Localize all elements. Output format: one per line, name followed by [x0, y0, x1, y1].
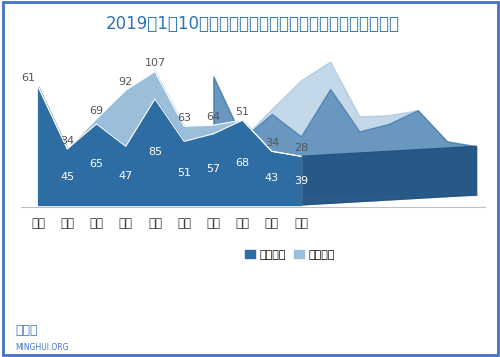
Text: 95: 95: [16, 141, 31, 151]
Text: 34: 34: [60, 136, 74, 146]
Text: 65: 65: [90, 160, 104, 170]
Text: 57: 57: [206, 164, 220, 174]
Title: 2019年1～10月大陸法輪功學員遭庭審、判刑迫害人數統計: 2019年1～10月大陸法輪功學員遭庭審、判刑迫害人數統計: [106, 15, 400, 33]
Text: 64: 64: [206, 112, 220, 122]
Text: 107: 107: [144, 59, 166, 69]
Text: MINGHUI.ORG: MINGHUI.ORG: [15, 343, 68, 352]
Text: 51: 51: [177, 168, 191, 178]
Text: 61: 61: [21, 74, 35, 84]
Text: 69: 69: [90, 106, 104, 116]
Text: 45: 45: [60, 172, 74, 182]
Polygon shape: [301, 146, 476, 205]
Text: 39: 39: [294, 176, 308, 186]
Text: 28: 28: [294, 143, 308, 153]
Text: 85: 85: [148, 147, 162, 157]
Text: 34: 34: [264, 138, 279, 148]
Text: 92: 92: [118, 77, 133, 87]
Text: 51: 51: [236, 107, 250, 117]
Text: 明慧網: 明慧網: [15, 325, 38, 337]
Legend: 非法判刑, 非法庭審: 非法判刑, 非法庭審: [240, 245, 340, 264]
Text: 63: 63: [177, 113, 191, 123]
Text: 47: 47: [118, 171, 133, 181]
Text: 43: 43: [264, 173, 279, 183]
Polygon shape: [301, 146, 476, 205]
Polygon shape: [38, 195, 476, 205]
Text: 68: 68: [236, 157, 250, 167]
